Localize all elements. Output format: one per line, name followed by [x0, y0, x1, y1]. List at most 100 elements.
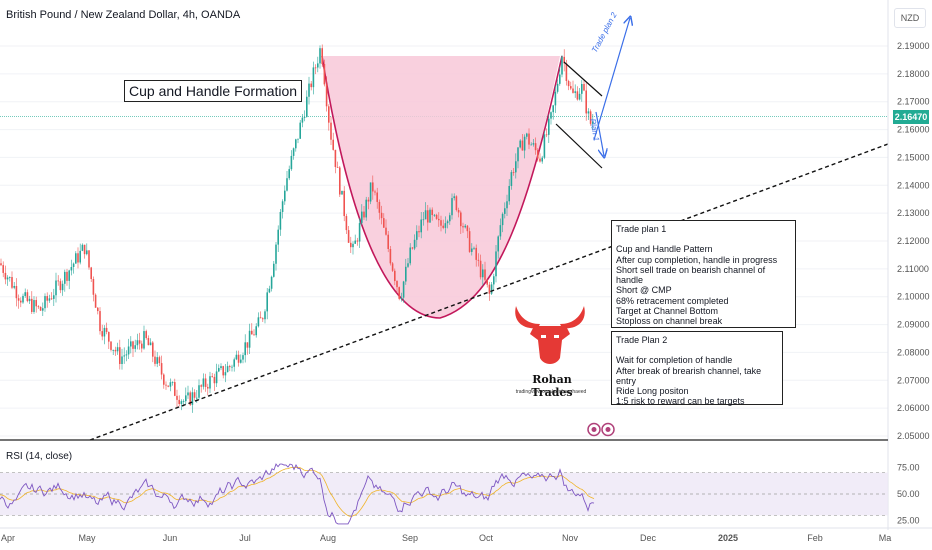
indicator-icons[interactable] — [587, 422, 615, 437]
candle-body — [592, 121, 594, 124]
candle-body — [367, 199, 370, 202]
candle-body — [504, 208, 506, 214]
candle-body — [319, 48, 321, 64]
candle-body — [266, 292, 268, 312]
candle-body — [314, 67, 317, 69]
candle-body — [17, 298, 20, 301]
candle-body — [556, 83, 559, 92]
candle-body — [22, 295, 24, 303]
candle-body — [427, 210, 429, 223]
candle-body — [303, 116, 306, 118]
candle-body — [541, 157, 543, 162]
candle-body — [451, 198, 453, 216]
candle-body — [295, 139, 297, 149]
price-tick-label: 2.19000 — [897, 41, 930, 51]
candle-body — [466, 225, 469, 232]
candle-body — [125, 354, 128, 356]
candle-body — [574, 91, 576, 93]
brand-url: tradingview.com/u/rohanshaeed — [515, 389, 587, 395]
candle-body — [286, 178, 288, 191]
trade-plan-2-arrow — [593, 18, 630, 141]
candle-body — [363, 211, 365, 218]
candle-body — [4, 272, 7, 280]
candle-body — [37, 306, 40, 308]
candle-body — [554, 91, 557, 106]
candle-body — [563, 56, 565, 64]
candle-body — [244, 342, 246, 356]
candle-body — [55, 280, 57, 296]
candle-body — [134, 345, 136, 349]
candle-body — [429, 209, 431, 223]
candle-body — [281, 201, 284, 212]
candle-body — [532, 143, 535, 145]
time-axis[interactable]: Apr May Jun Jul Aug Sep Oct Nov Dec 2025 Feb Ma — [0, 527, 932, 543]
time-tick-label: Ma — [879, 533, 892, 543]
candle-body — [482, 269, 484, 278]
candle-body — [433, 214, 436, 216]
price-axis[interactable]: 2.19000 2.18000 2.17000 2.16000 2.15000 2.140… — [0, 0, 930, 530]
candle-body — [567, 80, 570, 87]
candle-body — [253, 334, 255, 336]
candle-body — [141, 343, 143, 349]
candle-body — [345, 216, 348, 231]
price-tick-label: 2.10000 — [897, 292, 930, 302]
candle-body — [543, 134, 546, 158]
candle-body — [72, 263, 75, 268]
candle-body — [180, 401, 183, 404]
time-tick-label: 2025 — [718, 533, 738, 543]
currency-button[interactable]: NZD — [894, 8, 926, 28]
candle-body — [420, 219, 422, 233]
candle-body — [530, 144, 532, 146]
candle-body — [215, 371, 218, 384]
candle-body — [323, 63, 326, 85]
price-tick-label: 2.14000 — [897, 180, 930, 190]
time-tick-label: Aug — [320, 533, 336, 543]
candle-body — [242, 355, 244, 360]
candle-body — [20, 300, 22, 303]
candle-body — [156, 357, 158, 364]
cup-area — [321, 55, 563, 319]
time-tick-label: May — [78, 533, 96, 543]
candle-body — [202, 378, 205, 387]
plan2-line: 1:5 risk to reward can be targets — [616, 396, 745, 407]
candle-body — [119, 347, 121, 365]
candle-body — [248, 330, 251, 348]
candle-body — [174, 382, 176, 396]
candle-body — [59, 281, 62, 291]
candle-body — [182, 401, 185, 402]
candle-body — [396, 281, 398, 288]
candle-body — [550, 112, 552, 119]
candle-body — [198, 385, 200, 398]
candle-body — [376, 192, 378, 202]
candle-body — [310, 83, 312, 88]
candle-body — [328, 106, 330, 123]
candle-body — [53, 295, 55, 299]
candle-body — [431, 209, 433, 216]
candle-body — [570, 86, 572, 89]
candle-body — [158, 357, 161, 364]
candle-body — [385, 227, 387, 235]
candle-body — [275, 244, 277, 264]
candle-body — [237, 354, 240, 363]
candle-body — [196, 397, 198, 399]
candle-body — [273, 263, 275, 277]
candle-body — [154, 356, 156, 364]
bull-logo — [510, 300, 590, 373]
time-tick-label: Apr — [1, 533, 15, 543]
candle-body — [517, 147, 519, 162]
candle-body — [279, 211, 282, 230]
time-tick-label: Feb — [807, 533, 823, 543]
candle-body — [211, 376, 213, 378]
candle-body — [226, 366, 229, 373]
candle-body — [336, 167, 339, 168]
candle-body — [301, 117, 304, 123]
candle-body — [354, 240, 356, 244]
candle-body — [422, 219, 425, 221]
candle-body — [251, 330, 253, 335]
candle-body — [28, 298, 31, 302]
candle-body — [299, 122, 301, 139]
time-tick-label: Jul — [239, 533, 251, 543]
price-tick-label: 2.17000 — [897, 97, 930, 107]
candle-body — [187, 392, 189, 396]
candle-body — [103, 327, 106, 337]
